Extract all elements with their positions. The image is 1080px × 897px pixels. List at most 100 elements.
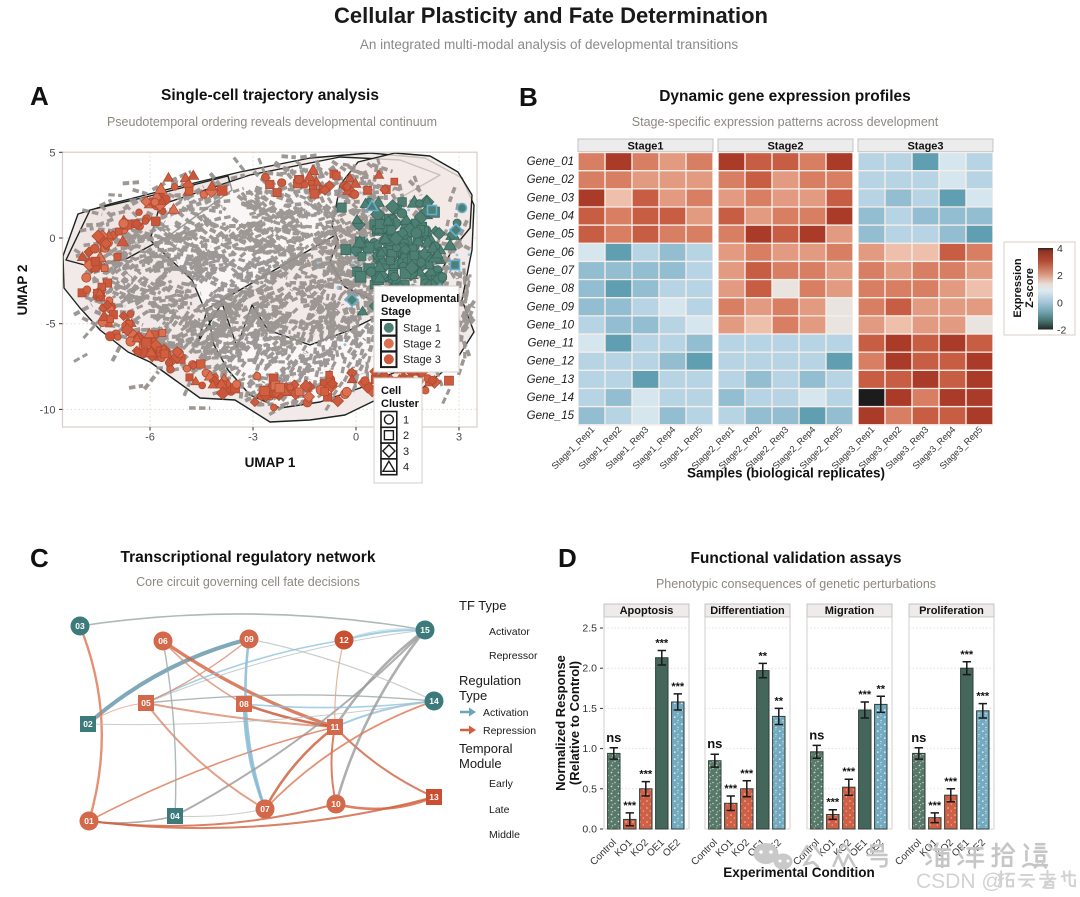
svg-text:2: 2 xyxy=(403,430,409,442)
svg-text:Gene_13: Gene_13 xyxy=(527,374,575,386)
svg-text:Stage 3: Stage 3 xyxy=(403,354,441,366)
svg-text:ns: ns xyxy=(707,736,722,751)
svg-text:Samples (biological replicates: Samples (biological replicates) xyxy=(687,466,885,481)
svg-text:***: *** xyxy=(724,783,738,795)
svg-text:***: *** xyxy=(671,681,685,693)
svg-text:Proliferation: Proliferation xyxy=(919,605,984,617)
svg-text:Gene_03: Gene_03 xyxy=(527,192,575,204)
svg-text:Differentiation: Differentiation xyxy=(710,605,785,617)
svg-text:Gene_01: Gene_01 xyxy=(527,156,574,168)
svg-text:Migration: Migration xyxy=(825,605,875,617)
svg-text:07: 07 xyxy=(260,804,270,814)
svg-text:Gene_09: Gene_09 xyxy=(527,301,575,313)
svg-text:***: *** xyxy=(655,638,669,650)
svg-text:***: *** xyxy=(858,689,872,701)
svg-text:ns: ns xyxy=(809,727,824,742)
svg-text:-6: -6 xyxy=(145,432,155,444)
svg-text:-3: -3 xyxy=(248,432,258,444)
svg-text:Pseudotemporal ordering reveal: Pseudotemporal ordering reveals developm… xyxy=(107,115,437,129)
svg-text:-5: -5 xyxy=(46,319,56,331)
svg-text:Z-score: Z-score xyxy=(1024,268,1036,308)
svg-text:Gene_08: Gene_08 xyxy=(527,283,575,295)
svg-text:Repressor: Repressor xyxy=(489,650,538,662)
svg-text:A: A xyxy=(30,81,49,111)
svg-text:0: 0 xyxy=(1057,297,1063,309)
svg-text:3: 3 xyxy=(403,446,409,458)
svg-text:-10: -10 xyxy=(40,404,56,416)
svg-text:1: 1 xyxy=(403,414,409,426)
svg-text:Single-cell trajectory analysi: Single-cell trajectory analysis xyxy=(161,87,379,104)
svg-text:Experimental Condition: Experimental Condition xyxy=(723,865,875,880)
svg-text:03: 03 xyxy=(75,621,85,631)
svg-text:Activator: Activator xyxy=(489,626,530,638)
svg-text:Temporal: Temporal xyxy=(459,741,513,756)
svg-text:06: 06 xyxy=(158,636,168,646)
svg-text:10: 10 xyxy=(331,799,341,809)
svg-text:UMAP 1: UMAP 1 xyxy=(245,455,296,470)
svg-text:1.5: 1.5 xyxy=(582,703,597,715)
svg-text:Gene_10: Gene_10 xyxy=(527,319,575,331)
svg-text:***: *** xyxy=(740,768,754,780)
svg-text:C: C xyxy=(30,543,49,573)
svg-text:Activation: Activation xyxy=(483,707,529,719)
svg-text:Late: Late xyxy=(489,804,510,816)
svg-text:Normalized Response: Normalized Response xyxy=(553,655,568,791)
svg-text:04: 04 xyxy=(170,811,180,821)
svg-text:0.5: 0.5 xyxy=(582,783,597,795)
svg-text:**: ** xyxy=(775,695,784,707)
svg-text:Stage: Stage xyxy=(381,306,411,318)
svg-text:Cell: Cell xyxy=(381,385,401,397)
svg-text:D: D xyxy=(558,543,577,573)
svg-text:2: 2 xyxy=(1057,270,1063,282)
svg-text:Gene_14: Gene_14 xyxy=(527,392,574,404)
svg-text:***: *** xyxy=(944,776,958,788)
svg-text:Gene_04: Gene_04 xyxy=(527,211,574,223)
svg-text:Repression: Repression xyxy=(483,725,536,737)
svg-text:Stage1: Stage1 xyxy=(627,141,663,153)
svg-text:Stage 2: Stage 2 xyxy=(403,338,441,350)
svg-text:Expression: Expression xyxy=(1012,258,1024,318)
svg-text:ns: ns xyxy=(911,730,926,745)
svg-text:14: 14 xyxy=(429,696,439,706)
svg-text:B: B xyxy=(519,82,538,112)
svg-text:4: 4 xyxy=(403,462,409,474)
svg-text:Cluster: Cluster xyxy=(381,398,420,410)
svg-text:Transcriptional regulatory net: Transcriptional regulatory network xyxy=(121,549,376,566)
svg-text:***: *** xyxy=(639,769,653,781)
svg-text:Module: Module xyxy=(459,756,502,771)
svg-text:***: *** xyxy=(928,800,942,812)
svg-text:CSDN @: CSDN @ xyxy=(916,870,1003,893)
svg-text:Phenotypic consequences of gen: Phenotypic consequences of genetic pertu… xyxy=(656,577,936,591)
svg-text:2.0: 2.0 xyxy=(582,663,597,675)
svg-text:Regulation: Regulation xyxy=(459,673,521,688)
svg-text:0: 0 xyxy=(353,432,359,444)
svg-text:***: *** xyxy=(623,800,637,812)
svg-text:0.0: 0.0 xyxy=(582,824,597,836)
svg-text:***: *** xyxy=(976,691,990,703)
svg-text:5: 5 xyxy=(49,147,55,159)
svg-text:Stage2: Stage2 xyxy=(767,141,803,153)
svg-text:**: ** xyxy=(877,683,886,695)
svg-text:01: 01 xyxy=(84,816,94,826)
svg-text:***: *** xyxy=(842,766,856,778)
svg-text:Apoptosis: Apoptosis xyxy=(620,605,674,617)
svg-text:Gene_15: Gene_15 xyxy=(527,410,575,422)
svg-text:Functional validation assays: Functional validation assays xyxy=(690,550,901,567)
svg-text:Gene_12: Gene_12 xyxy=(527,356,575,368)
svg-text:02: 02 xyxy=(83,719,93,729)
svg-text:4: 4 xyxy=(1057,243,1063,255)
svg-text:Gene_11: Gene_11 xyxy=(528,338,574,350)
svg-text:***: *** xyxy=(826,797,840,809)
svg-text:Gene_06: Gene_06 xyxy=(527,247,575,259)
svg-text:Type: Type xyxy=(459,688,487,703)
svg-text:OE2: OE2 xyxy=(661,837,683,859)
svg-text:Developmental: Developmental xyxy=(381,293,459,305)
svg-text:***: *** xyxy=(960,649,974,661)
svg-text:ns: ns xyxy=(606,730,621,745)
svg-text:UMAP 2: UMAP 2 xyxy=(15,265,30,316)
svg-text:08: 08 xyxy=(239,699,249,709)
svg-text:Core circuit governing cell fa: Core circuit governing cell fate decisio… xyxy=(136,575,360,589)
svg-text:Stage 1: Stage 1 xyxy=(403,323,441,335)
svg-text:-2: -2 xyxy=(1057,325,1066,337)
svg-text:Stage3: Stage3 xyxy=(907,141,943,153)
